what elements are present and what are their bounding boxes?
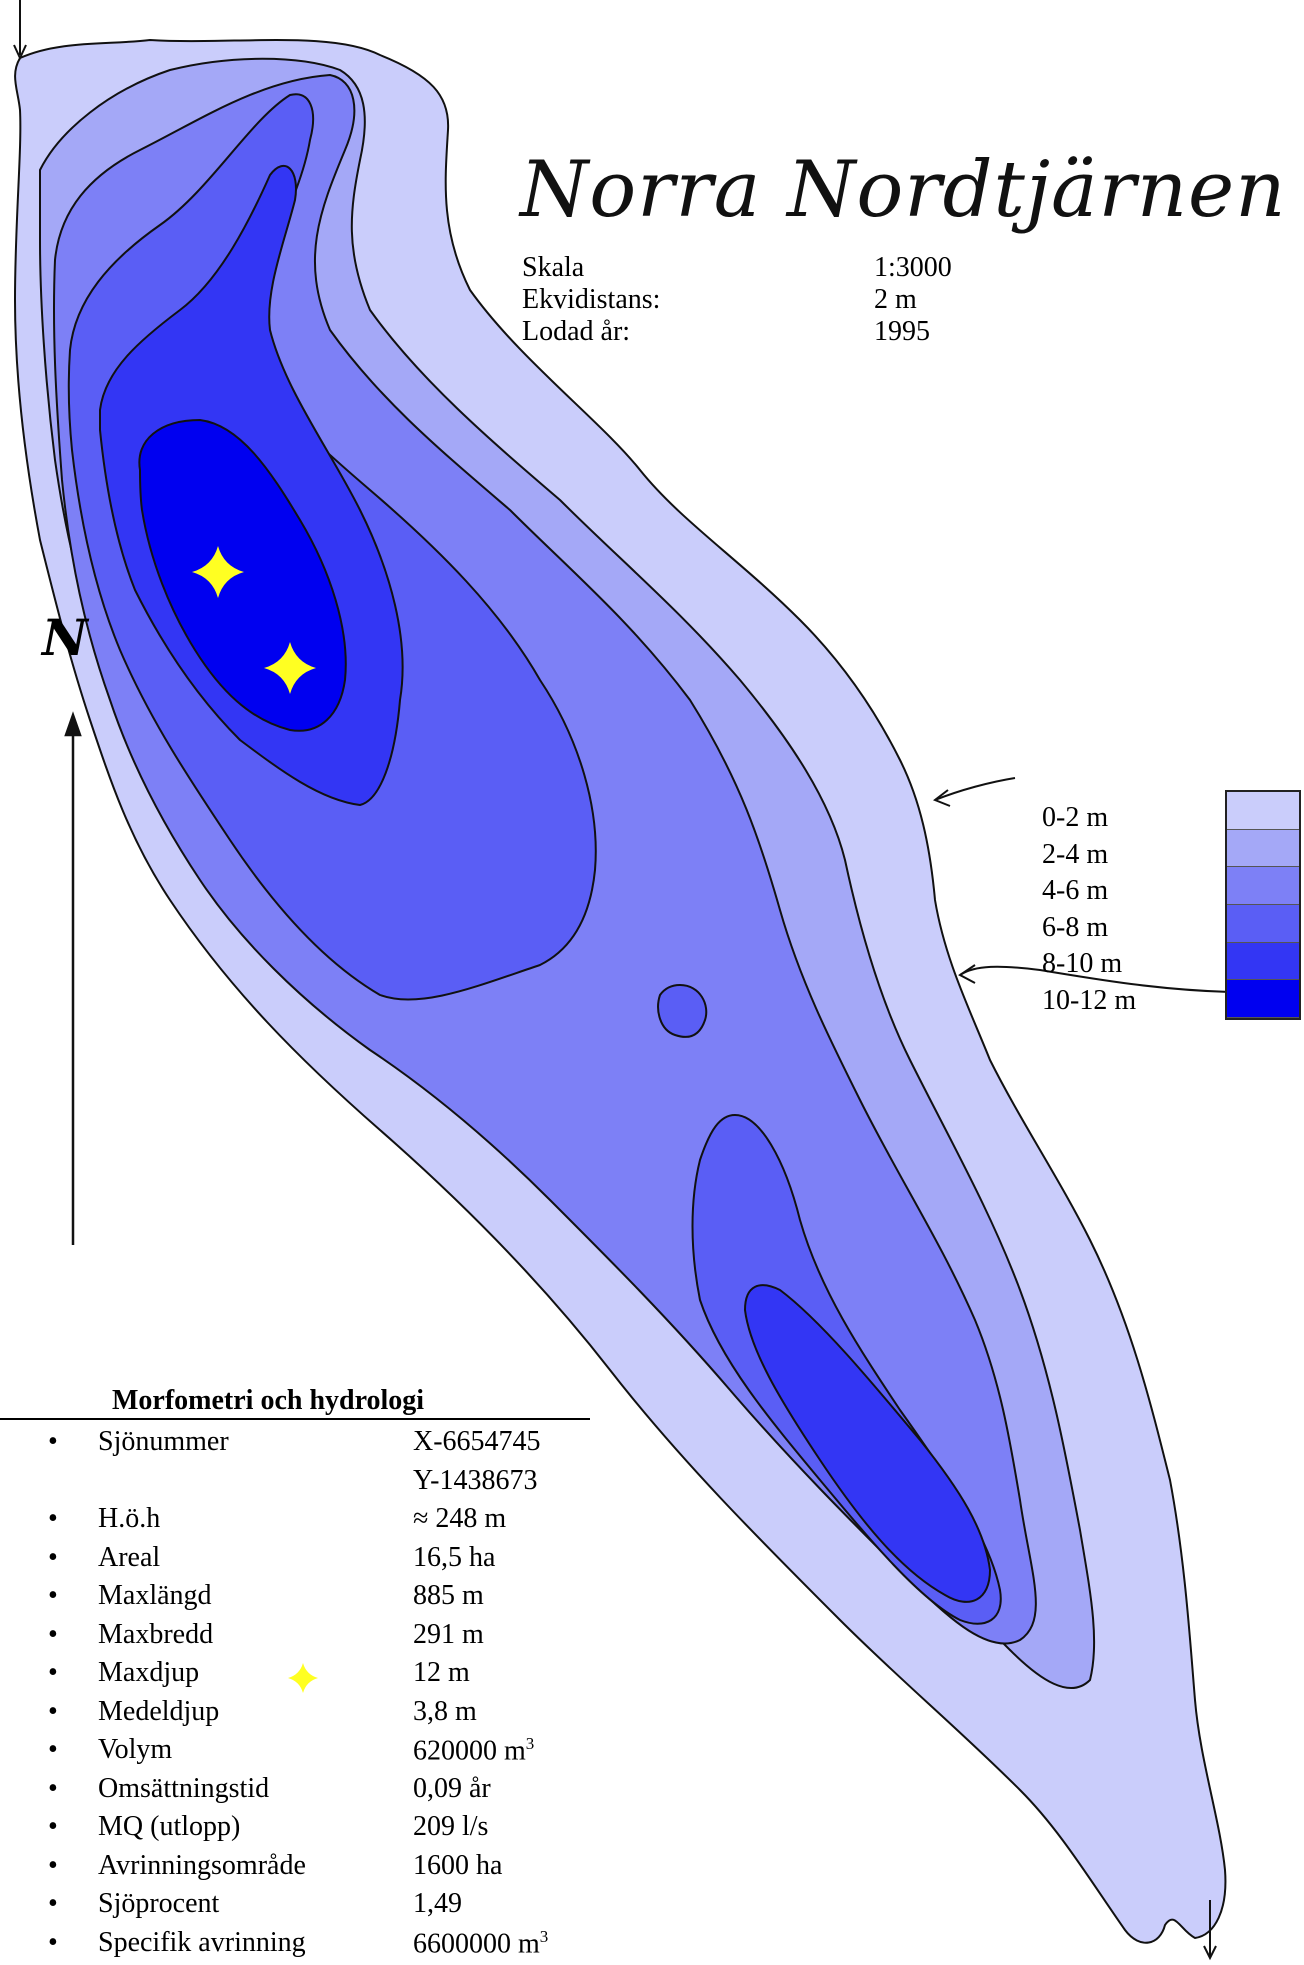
depth-zone-6-8-pocket <box>657 984 708 1038</box>
morphometry-label: Maxlängd <box>98 1580 212 1611</box>
bullet-icon: • <box>48 1734 58 1765</box>
bullet-icon: • <box>48 1926 58 1958</box>
morphometry-label: Areal <box>98 1541 161 1573</box>
legend-swatch <box>1227 980 1299 1018</box>
bullet-icon: • <box>48 1657 58 1688</box>
bullet-icon: • <box>48 1618 58 1650</box>
legend-swatch <box>1227 904 1299 943</box>
legend-label: 10-12 m <box>1042 984 1137 1016</box>
legend-swatch <box>1227 867 1299 905</box>
morphometry-value: 209 l/s <box>413 1811 489 1842</box>
morphometry-value: ≈ 248 m <box>413 1503 507 1534</box>
legend-swatch <box>1227 829 1299 868</box>
morphometry-value: 885 m <box>413 1580 484 1611</box>
inflow-streams <box>13 0 1231 1961</box>
morphometry-value: 1600 ha <box>413 1849 503 1881</box>
morphometry-row: • H.ö.h ≈ 248 m <box>0 1503 600 1541</box>
legend-labels: 0-2 m 2-4 m 4-6 m 6-8 m 8-10 m 10-12 m <box>1042 800 1136 1019</box>
morphometry-row: • MQ (utlopp) 209 l/s <box>0 1811 600 1849</box>
depth-zone-8-10-south <box>744 1284 991 1603</box>
morphometry-row: • Sjöprocent 1,49 <box>0 1888 600 1926</box>
morphometry-value: 6600000 m3 <box>413 1926 549 1959</box>
morphometry-row: • Avrinningsområde 1600 ha <box>0 1850 600 1888</box>
legend-swatches <box>1225 790 1301 1020</box>
bullet-icon: • <box>48 1503 58 1534</box>
morphometry-label: Medeldjup <box>98 1695 220 1727</box>
morphometry-label: H.ö.h <box>98 1503 161 1534</box>
morphometry-label: Sjöprocent <box>98 1888 220 1919</box>
morphometry-value: 0,09 år <box>413 1772 491 1804</box>
morphometry-value: 12 m <box>413 1657 470 1688</box>
morphometry-row: • Specifik avrinning 6600000 m3 <box>0 1927 600 1965</box>
morphometry-title: Morfometri och hydrologi <box>112 1385 425 1416</box>
bullet-icon: • <box>48 1811 58 1842</box>
bullet-icon: • <box>48 1888 58 1919</box>
max-depth-star-icon <box>288 1663 318 1693</box>
morphometry-value: 16,5 ha <box>413 1541 496 1573</box>
legend-swatch <box>1227 942 1299 981</box>
morphometry-row: • Volym 620000 m3 <box>0 1734 600 1772</box>
legend-label: 2-4 m <box>1042 838 1109 870</box>
max-depth-markers <box>192 546 316 694</box>
morphometry-row: • Maxbredd 291 m <box>0 1619 600 1657</box>
morphometry-value: 291 m <box>413 1618 484 1650</box>
info-label: Ekvidistans: <box>522 284 661 315</box>
morphometry-row: • Sjönummer X-6654745 <box>0 1426 600 1464</box>
morphometry-label: Maxdjup <box>98 1657 200 1688</box>
morphometry-row: • Areal 16,5 ha <box>0 1542 600 1580</box>
legend-swatch <box>1227 792 1299 830</box>
morphometry-label: Specifik avrinning <box>98 1926 306 1958</box>
info-value: 1:3000 <box>874 252 952 283</box>
bullet-icon: • <box>48 1772 58 1804</box>
bullet-icon: • <box>48 1541 58 1573</box>
morphometry-label: Avrinningsområde <box>98 1849 306 1881</box>
morphometry-row: Y-1438673 <box>0 1465 600 1503</box>
morphometry-label: MQ (utlopp) <box>98 1811 241 1842</box>
map-title: Norra Nordtjärnen <box>520 145 1287 235</box>
morphometry-row: • Medeldjup 3,8 m <box>0 1696 600 1734</box>
legend-label: 0-2 m <box>1042 802 1109 833</box>
morphometry-label: Sjönummer <box>98 1426 229 1457</box>
info-value: 1995 <box>874 316 930 347</box>
morphometry-row: • Omsättningstid 0,09 år <box>0 1773 600 1811</box>
bullet-icon: • <box>48 1695 58 1727</box>
morphometry-value: Y-1438673 <box>413 1464 538 1496</box>
north-arrow <box>64 711 82 1245</box>
info-value: 2 m <box>874 284 917 315</box>
morphometry-value: 620000 m3 <box>413 1734 535 1767</box>
legend-label: 6-8 m <box>1042 911 1109 943</box>
max-depth-star-icon <box>192 546 244 598</box>
morphometry-label: Maxbredd <box>98 1618 214 1650</box>
morphometry-label: Omsättningstid <box>98 1772 270 1804</box>
morphometry-value: 3,8 m <box>413 1695 477 1727</box>
morphometry-row: • Maxlängd 885 m <box>0 1580 600 1618</box>
max-depth-star-icon <box>264 642 316 694</box>
morphometry-value: X-6654745 <box>413 1426 541 1457</box>
info-label: Skala <box>522 252 585 283</box>
morphometry-value: 1,49 <box>413 1888 462 1919</box>
bullet-icon: • <box>48 1580 58 1611</box>
bullet-icon: • <box>48 1426 58 1457</box>
table-rule <box>0 1418 590 1420</box>
bullet-icon: • <box>48 1849 58 1881</box>
morphometry-row: • Maxdjup 12 m <box>0 1657 600 1695</box>
north-label: N <box>42 608 88 667</box>
morphometry-label: Volym <box>98 1734 173 1765</box>
legend-label: 4-6 m <box>1042 875 1109 906</box>
info-label: Lodad år: <box>522 316 631 347</box>
legend-label: 8-10 m <box>1042 948 1123 979</box>
